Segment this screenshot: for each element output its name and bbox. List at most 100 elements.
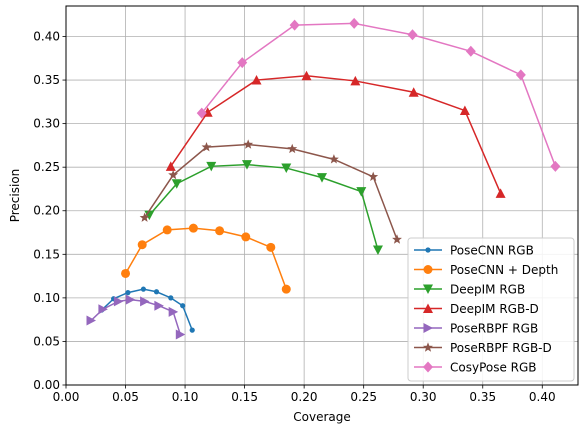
- data-point: [113, 296, 124, 307]
- series-line: [90, 298, 182, 335]
- data-point: [301, 70, 312, 81]
- data-point: [289, 19, 300, 31]
- data-point: [171, 179, 182, 189]
- x-tick-label: 0.25: [350, 390, 377, 404]
- legend-item: DeepIM RGB-D: [414, 302, 539, 316]
- data-point: [459, 105, 470, 116]
- x-tick-label: 0.40: [529, 390, 556, 404]
- legend-item: PoseRBPF RGB-D: [414, 341, 552, 355]
- series-deepim-rgb-d: [165, 70, 506, 198]
- data-point: [266, 242, 276, 252]
- y-tick-label: 0.30: [33, 117, 60, 131]
- legend-marker: [425, 247, 431, 253]
- data-point: [154, 300, 164, 311]
- data-point: [372, 245, 383, 255]
- data-point: [408, 87, 419, 97]
- data-point: [144, 210, 155, 221]
- x-tick-label: 0.00: [53, 390, 80, 404]
- data-point: [121, 268, 131, 278]
- data-point: [368, 171, 379, 181]
- data-point: [350, 75, 361, 86]
- data-point: [392, 234, 402, 244]
- y-tick-label: 0.15: [33, 247, 60, 261]
- data-point: [495, 188, 506, 198]
- data-point: [356, 187, 367, 197]
- data-point: [281, 284, 291, 294]
- legend-marker: [423, 342, 433, 352]
- x-tick-label: 0.05: [112, 390, 139, 404]
- data-point: [241, 232, 251, 242]
- data-point: [86, 315, 97, 326]
- ticks: 0.00 0.05 0.10 0.15 0.20 0.25 0.30 0.35 0.40 0.00…: [33, 29, 555, 404]
- x-tick-label: 0.20: [291, 390, 318, 404]
- legend-marker: [423, 323, 433, 333]
- data-point: [165, 161, 176, 171]
- data-point: [196, 107, 207, 119]
- y-tick-label: 0.10: [33, 291, 60, 305]
- data-point: [168, 295, 174, 301]
- series-line: [201, 22, 557, 167]
- legend-marker: [423, 265, 433, 274]
- y-tick-label: 0.25: [33, 160, 60, 174]
- series-deepim-rgb: [144, 160, 383, 255]
- x-tick-label: 0.35: [469, 390, 496, 404]
- data-point: [215, 226, 225, 236]
- legend-label: PoseRBPF RGB: [450, 322, 538, 336]
- legend-label: PoseCNN RGB: [450, 244, 534, 258]
- series-poserbpf-rgb: [86, 294, 186, 340]
- data-point: [281, 163, 292, 174]
- data-point: [188, 223, 198, 233]
- data-point: [125, 294, 136, 305]
- x-tick-label: 0.15: [231, 390, 258, 404]
- legend-item: PoseRBPF RGB: [414, 322, 538, 336]
- y-tick-label: 0.00: [33, 378, 60, 392]
- legend-item: PoseCNN RGB: [414, 244, 534, 258]
- x-axis-label: Coverage: [293, 410, 351, 424]
- y-axis-label: Precision: [8, 169, 22, 223]
- y-tick-label: 0.05: [33, 334, 60, 348]
- data-point: [140, 296, 150, 307]
- data-point: [139, 212, 150, 222]
- series-posecnn-rgb: [99, 286, 195, 333]
- data-point: [550, 160, 561, 172]
- data-point: [137, 240, 147, 250]
- legend-label: PoseRBPF RGB-D: [450, 341, 552, 355]
- data-point: [175, 329, 186, 340]
- data-point: [153, 289, 160, 295]
- series-layer: [86, 17, 561, 340]
- data-point: [317, 173, 327, 183]
- y-tick-label: 0.20: [33, 204, 60, 218]
- data-point: [125, 290, 131, 296]
- data-point: [237, 57, 248, 69]
- legend-marker: [423, 303, 433, 313]
- series-line: [170, 74, 502, 194]
- y-tick-label: 0.40: [33, 29, 60, 43]
- data-point: [243, 139, 254, 149]
- data-point: [201, 141, 212, 152]
- data-point: [189, 327, 195, 333]
- legend-marker: [423, 361, 433, 373]
- series-line: [148, 163, 379, 251]
- x-tick-label: 0.10: [172, 390, 199, 404]
- data-point: [287, 143, 298, 154]
- plot-frame: [65, 5, 579, 386]
- x-tick-label: 0.30: [410, 390, 437, 404]
- legend-label: CosyPose RGB: [450, 361, 537, 375]
- data-point: [98, 304, 108, 315]
- data-point: [168, 169, 179, 180]
- series-line: [101, 288, 193, 331]
- data-point: [515, 69, 526, 81]
- series-cosypose-rgb: [196, 17, 561, 172]
- data-point: [168, 306, 179, 317]
- data-point: [251, 75, 262, 85]
- legend-box: [407, 237, 575, 382]
- data-point: [206, 161, 217, 172]
- data-point: [180, 303, 186, 309]
- legend-item: DeepIM RGB: [414, 283, 525, 297]
- data-point: [140, 286, 146, 292]
- data-point: [162, 225, 172, 235]
- legend-item: PoseCNN + Depth: [414, 263, 558, 277]
- series-line: [124, 227, 287, 290]
